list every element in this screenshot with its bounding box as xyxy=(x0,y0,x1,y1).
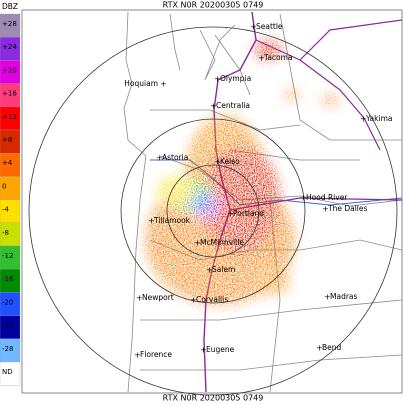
scale-label: +16 xyxy=(2,90,17,98)
city-label: Madras xyxy=(330,292,358,301)
city-label: Astoria xyxy=(162,153,188,162)
scale-label: -28 xyxy=(2,345,13,353)
city-marker: + xyxy=(300,194,307,203)
city-marker: + xyxy=(148,217,155,226)
scale-label: -12 xyxy=(2,252,13,260)
range-rings xyxy=(28,26,398,396)
scale-unit: DBZ xyxy=(2,2,18,11)
scale-label: -4 xyxy=(2,206,10,214)
city-label: Seattle xyxy=(256,22,283,31)
city-label: Hoquiam xyxy=(124,79,158,88)
city-label: Tillamook xyxy=(153,216,191,225)
scale-label: +12 xyxy=(2,113,17,121)
scale-swatch xyxy=(0,361,21,386)
city-marker: + xyxy=(206,266,213,275)
city-marker: + xyxy=(190,296,197,305)
scale-label: +28 xyxy=(2,20,17,28)
city-label: Hood River xyxy=(306,193,348,202)
city-label: Newport xyxy=(142,293,174,302)
footer-title: RTX N0R 20200305 0749 xyxy=(163,394,264,403)
scale-label: +24 xyxy=(2,43,17,51)
scale-label: ND xyxy=(2,368,13,376)
city-marker: + xyxy=(322,205,329,214)
city-marker: + xyxy=(200,346,207,355)
color-scale: DBZ +28 +24 +20 +16 +12 +8 +4 0 -4 -8 -12 -16 -20 -24 -… xyxy=(0,2,21,386)
city-label: Eugene xyxy=(206,345,235,354)
city-marker: + xyxy=(250,23,257,32)
city-marker: + xyxy=(210,102,217,111)
city-marker: + xyxy=(214,75,221,84)
city-label: Olympia xyxy=(220,74,251,83)
city-marker: + xyxy=(316,344,323,353)
scale-label: 0 xyxy=(2,182,6,190)
title: RTX N0R 20200305 0749 xyxy=(163,1,264,10)
city-label: Bend xyxy=(322,343,342,352)
scale-label: +4 xyxy=(2,159,13,167)
scale-label: -8 xyxy=(2,229,9,237)
city-label: Centralia xyxy=(216,101,250,110)
city-label: Tacoma xyxy=(263,53,293,62)
city-marker: + xyxy=(136,294,143,303)
city-marker: + xyxy=(258,54,265,63)
city-marker: + xyxy=(360,115,367,124)
city-marker: + xyxy=(214,158,221,167)
scale-label: -16 xyxy=(2,275,14,283)
scale-label: +20 xyxy=(2,66,17,74)
city-marker: + xyxy=(156,154,163,163)
scale-label: -24 xyxy=(2,322,14,330)
city-label: Corvallis xyxy=(196,295,228,304)
echoes xyxy=(145,40,338,305)
city-label: Salem xyxy=(212,265,235,274)
scale-label: -20 xyxy=(2,298,13,306)
city-marker: + xyxy=(134,351,141,360)
city-marker: + xyxy=(160,80,167,89)
city-label: Portland xyxy=(233,209,264,218)
city-label: Kelso xyxy=(220,157,240,166)
city-marker: + xyxy=(194,239,201,248)
city-marker: + xyxy=(324,293,331,302)
city-label: The Dalles xyxy=(327,204,367,213)
city-label: Yakima xyxy=(365,114,392,123)
city-label: McMinnville xyxy=(200,238,244,247)
city-label: Florence xyxy=(140,350,172,359)
city-marker: + xyxy=(227,210,234,219)
scale-label: +8 xyxy=(2,136,12,144)
